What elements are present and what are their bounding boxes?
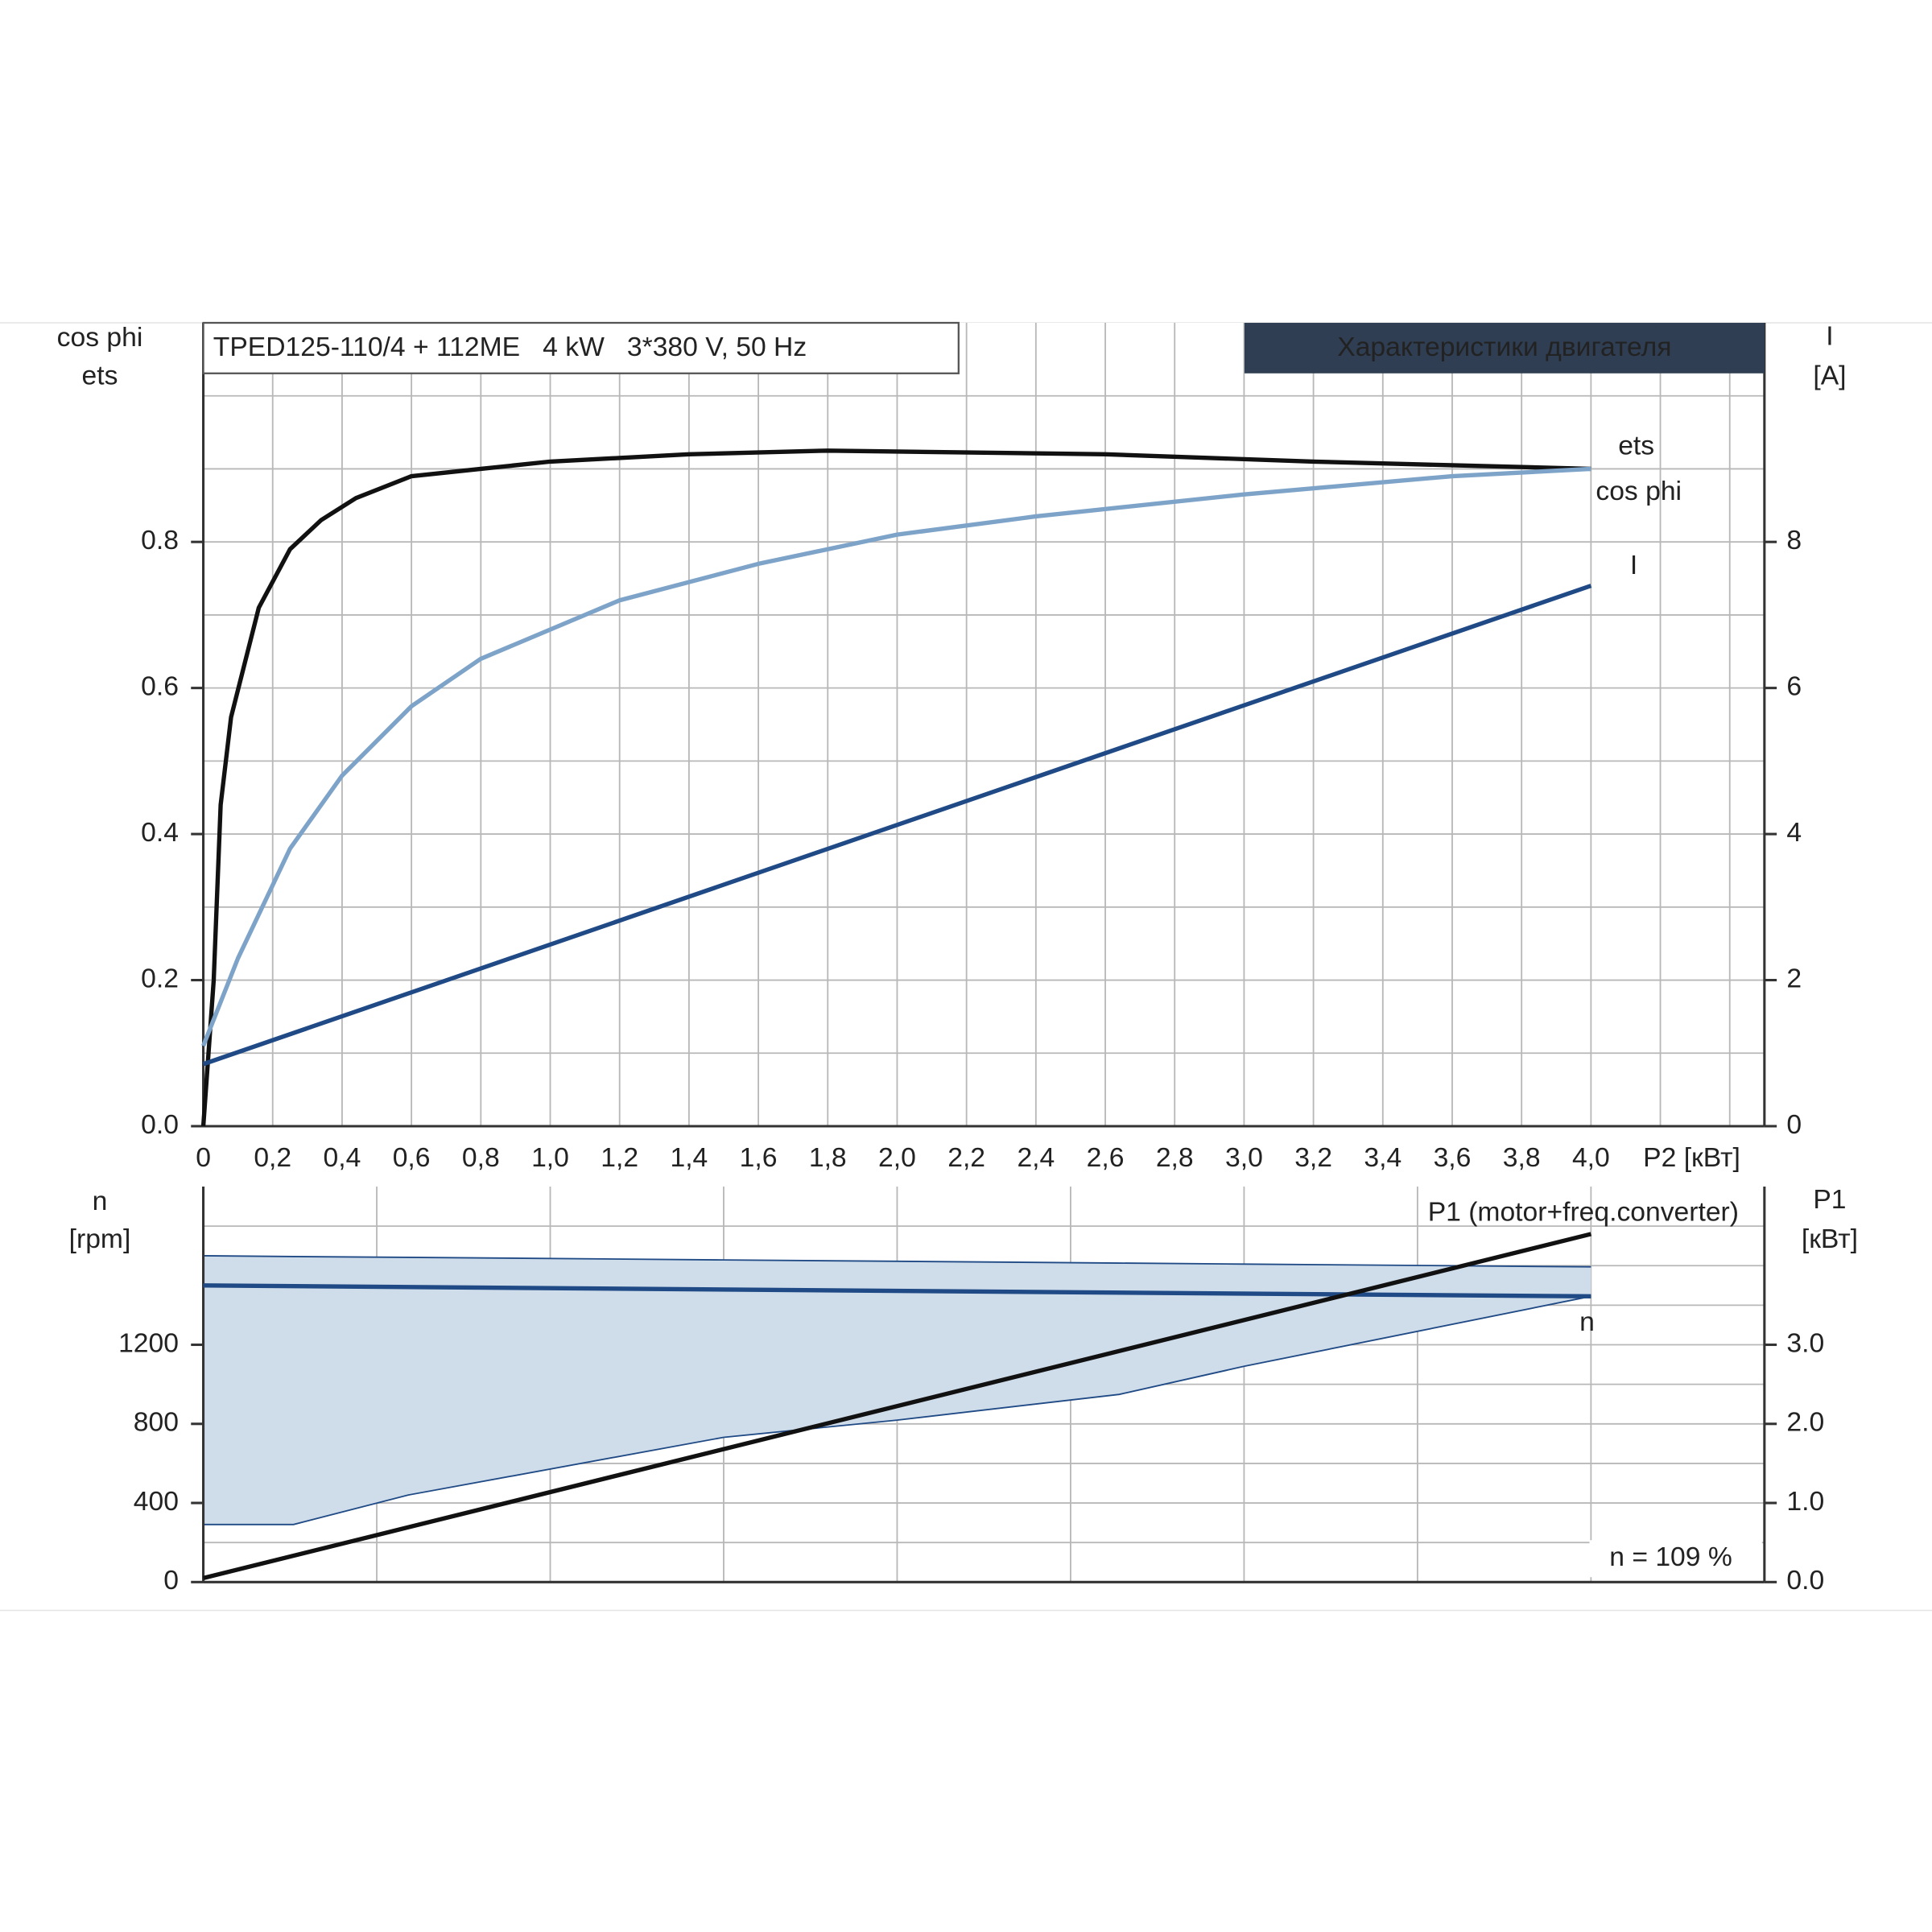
y2-axis-title: [A]	[1813, 361, 1846, 390]
y2-tick-label: 3.0	[1786, 1328, 1824, 1358]
x-tick-label: 2,2	[947, 1143, 985, 1173]
y-tick-label: 1200	[118, 1328, 179, 1358]
x-tick-label: 4,0	[1572, 1143, 1610, 1173]
y-tick-label: 0.4	[141, 818, 179, 848]
y-axis-title: ets	[82, 361, 118, 390]
annotation: n = 109 %	[1609, 1542, 1732, 1572]
y2-tick-label: 6	[1786, 672, 1802, 702]
range-upper-edge	[203, 1255, 1591, 1268]
x-tick-label: 3,8	[1503, 1143, 1541, 1173]
y-axis-title: cos phi	[57, 323, 143, 353]
x-tick-label: 1,2	[601, 1143, 638, 1173]
series-label: P1 (motor+freq.converter)	[1428, 1198, 1739, 1228]
y2-tick-label: 1.0	[1786, 1487, 1824, 1517]
x-tick-label: 0,8	[462, 1143, 500, 1173]
subtitle-box	[202, 321, 960, 374]
x-tick-label: 0,2	[254, 1143, 291, 1173]
series-label: cos phi	[1596, 477, 1682, 506]
operating-range	[203, 1255, 1591, 1525]
x-tick-label: 0,6	[393, 1143, 431, 1173]
annotation-box	[1589, 1540, 1762, 1578]
x-tick-label: 1,4	[670, 1143, 708, 1173]
y2-axis-title: [кВт]	[1802, 1224, 1858, 1254]
series-label: I	[1630, 551, 1637, 580]
x-tick-label: 1,0	[531, 1143, 569, 1173]
y2-axis-title: P1	[1813, 1185, 1846, 1215]
chart-title: Характеристики двигателя	[1337, 332, 1671, 362]
series-line	[202, 1232, 1592, 1580]
y2-axis-title: I	[1826, 321, 1833, 351]
x-tick-label: 2,0	[878, 1143, 916, 1173]
x-tick-label: 0,4	[324, 1143, 361, 1173]
x-tick-label: 1,6	[740, 1143, 778, 1173]
x-tick-label: 1,8	[809, 1143, 847, 1173]
x-tick-label: 2,8	[1156, 1143, 1194, 1173]
x-tick-label: 0	[196, 1143, 211, 1173]
series-line	[202, 584, 1592, 1067]
y-tick-label: 0.8	[141, 526, 179, 555]
y2-tick-label: 2	[1786, 964, 1802, 993]
series-line	[201, 466, 1591, 1047]
plot-area	[203, 323, 1765, 1126]
series-line	[203, 1283, 1591, 1299]
series-label: ets	[1618, 431, 1654, 461]
x-tick-label: 2,6	[1087, 1143, 1125, 1173]
subtitle: TPED125-110/4 + 112ME 4 kW 3*380 V, 50 H…	[213, 332, 807, 362]
y-tick-label: 0.0	[141, 1110, 179, 1140]
y2-tick-label: 0	[1786, 1110, 1802, 1140]
title-box	[1244, 323, 1765, 374]
x-tick-label: 2,4	[1017, 1143, 1055, 1173]
y2-tick-label: 8	[1786, 526, 1802, 555]
y2-tick-label: 2.0	[1786, 1408, 1824, 1438]
y-tick-label: 0.2	[141, 964, 179, 993]
x-tick-label: 3,4	[1364, 1143, 1402, 1173]
y-tick-label: 0.6	[141, 672, 179, 702]
y-tick-label: 400	[134, 1487, 179, 1517]
y-tick-label: 0	[163, 1566, 179, 1596]
y2-tick-label: 4	[1786, 818, 1802, 848]
series-label: n	[1579, 1307, 1595, 1337]
y-axis-title: n	[93, 1187, 108, 1216]
series-line	[200, 448, 1591, 1127]
y2-tick-label: 0.0	[1786, 1566, 1824, 1596]
x-tick-label: 3,6	[1434, 1143, 1472, 1173]
x-tick-label: 3,2	[1294, 1143, 1332, 1173]
y-tick-label: 800	[134, 1408, 179, 1438]
y-axis-title: [rpm]	[69, 1224, 131, 1254]
x-axis-title: P2 [кВт]	[1643, 1143, 1740, 1173]
x-tick-label: 3,0	[1225, 1143, 1263, 1173]
